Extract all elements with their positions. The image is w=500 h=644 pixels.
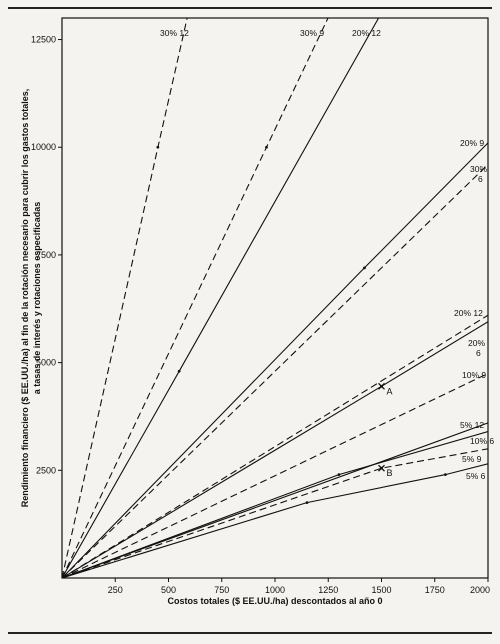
series-label: 20% 12 — [352, 28, 381, 38]
series-label: 10% 9 — [462, 370, 486, 380]
series-label: 20% 12 — [454, 308, 483, 318]
series-line — [62, 18, 329, 578]
series-label: 30% 12 — [160, 28, 189, 38]
series-label: 5% 12 — [460, 420, 484, 430]
data-point — [305, 501, 309, 505]
y-tick-label: 12500 — [31, 35, 56, 45]
annotation-marker — [378, 382, 385, 390]
y-tick-label: 10000 — [31, 142, 56, 152]
x-tick-label: 1000 — [265, 585, 285, 595]
y-axis-title-line2: a tasas de interés y rotaciones especifi… — [32, 202, 42, 395]
data-point — [265, 145, 268, 149]
y-axis-title-line1: Rendimiento financiero ($ EE.UU./ha) al … — [20, 89, 30, 508]
data-point — [156, 145, 160, 149]
x-tick-label: 1750 — [425, 585, 445, 595]
annotation-group: AB — [378, 382, 393, 478]
data-point — [337, 473, 341, 477]
x-axis-title: Costos totales ($ EE.UU./ha) descontados… — [167, 596, 382, 606]
y-tick-label: 7500 — [36, 250, 56, 260]
series-line — [62, 422, 488, 578]
series-label: 30% 6 — [470, 164, 487, 184]
data-point — [444, 473, 447, 477]
series-line — [62, 448, 488, 578]
x-axis: 250 500 750 1000 1250 1500 1750 2000 — [108, 578, 490, 595]
series-label: 20% 9 — [460, 138, 484, 148]
series-label: 5% 9 — [462, 454, 482, 464]
top-rule — [8, 7, 492, 9]
data-point — [177, 369, 181, 373]
y-tick-label: 5000 — [36, 358, 56, 368]
series-line — [62, 314, 488, 578]
x-tick-label: 750 — [214, 585, 229, 595]
x-tick-label: 1500 — [371, 585, 391, 595]
y-tick-label: 2500 — [36, 465, 56, 475]
x-tick-label: 250 — [108, 585, 123, 595]
plot-frame — [61, 17, 489, 579]
x-tick-label: 1250 — [318, 585, 338, 595]
annotation-label: B — [387, 468, 393, 478]
series-group — [62, 18, 488, 578]
series-label: 10% 6 — [470, 436, 494, 446]
series-label: 20% 6 — [468, 338, 485, 358]
series-label: 5% 6 — [466, 471, 486, 481]
y-axis: 2500 5000 7500 10000 12500 — [31, 35, 62, 475]
annotation-label: A — [387, 386, 393, 396]
series-line — [62, 164, 488, 578]
series-line — [62, 372, 488, 578]
series-line — [62, 18, 380, 578]
series-label: 30% 9 — [300, 28, 324, 38]
x-tick-label: 500 — [161, 585, 176, 595]
x-tick-label: 2000 — [470, 585, 490, 595]
annotation-marker — [378, 464, 385, 472]
bottom-rule — [8, 632, 492, 634]
series-line — [62, 463, 488, 578]
series-label-group: 30% 12 30% 9 20% 12 20% 9 30% 6 20% 12 20% 6 10% … — [160, 28, 494, 481]
data-point — [363, 266, 366, 270]
